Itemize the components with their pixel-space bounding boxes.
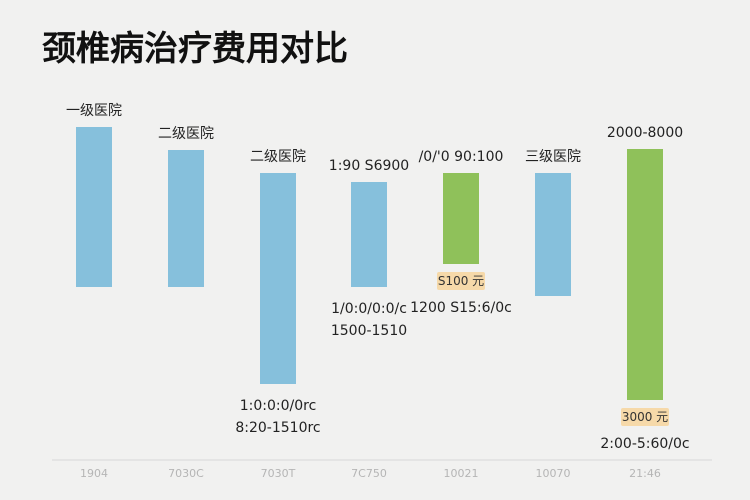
x-tick-label: 10070 [536, 467, 571, 480]
bar-bottom-label: 8:20-1510rc [235, 420, 320, 436]
x-ticks-group: 1904 7030C 7030T 7C750 10021 10070 21:46 [80, 467, 661, 480]
bar-4 [351, 182, 387, 287]
bar-badge-text: S100 元 [438, 274, 484, 288]
x-tick-label: 10021 [444, 467, 479, 480]
bar-top-label: 1:90 S6900 [329, 158, 409, 174]
x-tick-label: 1904 [80, 467, 108, 480]
bar-top-label: /0/'0 90:100 [419, 149, 504, 165]
bar-top-label: 三级医院 [525, 149, 581, 165]
bar-7 [627, 149, 663, 400]
bar-bottom-label: 1200 S15:6/0c [410, 300, 512, 316]
bars-group [76, 127, 663, 400]
bar-bottom-label: 1:0:0:0/0rc [240, 398, 317, 414]
bar-badge [437, 272, 485, 290]
bar-top-label: 二级医院 [158, 126, 214, 142]
bar-bottom-label: 2:00-5:60/0c [600, 436, 689, 452]
bar-top-label: 2000-8000 [607, 125, 683, 141]
bar-6 [535, 173, 571, 296]
bar-1 [76, 127, 112, 287]
bar-bottom-label: 1/0:0/0:0/c [331, 301, 407, 317]
bar-top-label: 二级医院 [250, 149, 306, 165]
x-tick-label: 7030C [168, 467, 204, 480]
chart-title: 颈椎病治疗费用对比 [42, 29, 348, 69]
bar-5 [443, 173, 479, 264]
bar-badge-text: 3000 元 [622, 410, 668, 424]
bar-3 [260, 173, 296, 384]
bar-top-label: 一级医院 [66, 103, 122, 119]
bar-2 [168, 150, 204, 287]
x-tick-label: 21:46 [629, 467, 661, 480]
bar-bottom-label: 1500-1510 [331, 323, 407, 339]
x-tick-label: 7C750 [351, 467, 387, 480]
bar-badge [621, 408, 669, 426]
x-tick-label: 7030T [261, 467, 296, 480]
